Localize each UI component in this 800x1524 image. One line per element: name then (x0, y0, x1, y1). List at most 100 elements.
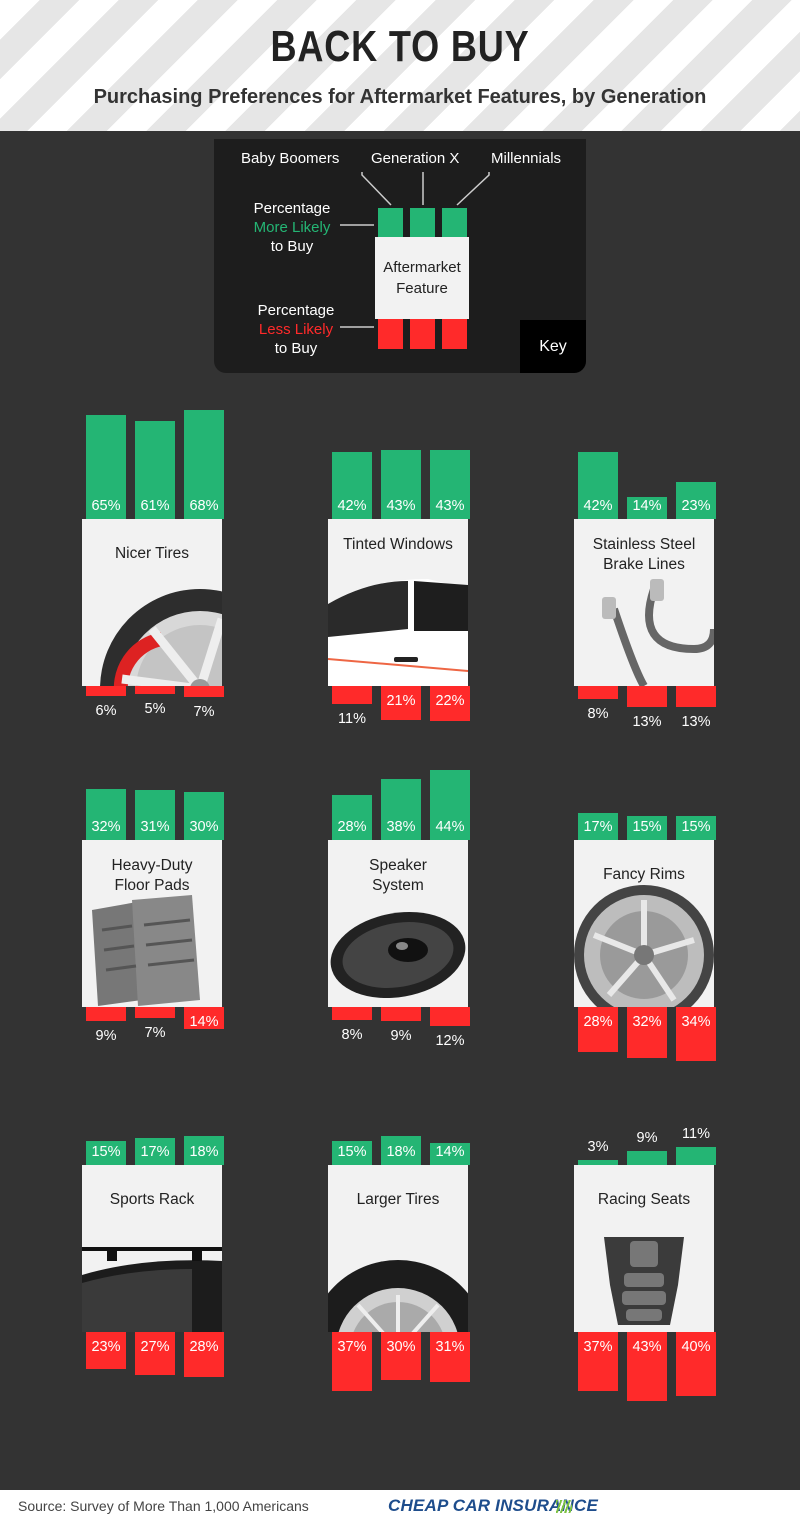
feature-panel: Speaker System (328, 840, 468, 1007)
bar-more-likely (135, 790, 175, 840)
bar-less-likely (676, 1007, 716, 1061)
value-label-more-likely: 18% (386, 1144, 416, 1160)
value-label-less-likely: 9% (95, 1028, 117, 1044)
feature-panel: Heavy-Duty Floor Pads (82, 840, 222, 1007)
chart-subtitle: Purchasing Preferences for Aftermarket F… (93, 86, 707, 108)
bar-more-likely (332, 795, 372, 840)
legend-less-likely-label: Percentage Less Likely to Buy (242, 301, 350, 358)
bar-more-likely (627, 816, 667, 840)
bar-more-likely (381, 450, 421, 519)
value-label-less-likely: 8% (341, 1027, 363, 1043)
feature-name: Tinted Windows (343, 536, 453, 553)
value-label-less-likely: 23% (91, 1339, 121, 1355)
footer: Source: Survey of More Than 1,000 Americ… (0, 1490, 800, 1524)
bar-more-likely (86, 789, 126, 840)
value-label-less-likely: 43% (632, 1339, 662, 1355)
value-label-less-likely: 28% (583, 1014, 613, 1030)
value-label-more-likely: 15% (91, 1144, 121, 1160)
large-tire-icon (328, 1260, 468, 1332)
value-label-more-likely: 42% (583, 498, 613, 514)
bar-less-likely (381, 1332, 421, 1380)
bar-less-likely (86, 686, 126, 696)
key-corner-label: Key (520, 320, 586, 373)
bar-more-likely (627, 1151, 667, 1165)
value-label-less-likely: 13% (632, 714, 662, 730)
value-label-less-likely: 37% (583, 1339, 613, 1355)
legend-less-line3: to Buy (274, 340, 318, 357)
legend-feature-box: Aftermarket Feature (375, 237, 469, 319)
value-label-less-likely: 6% (95, 703, 117, 719)
bar-more-likely (430, 1143, 470, 1165)
value-label-more-likely: 15% (681, 819, 711, 835)
bar-less-likely (578, 1332, 618, 1391)
brake-lines-icon (602, 579, 714, 686)
legend-less-line2: Less Likely (258, 321, 334, 338)
value-label-more-likely: 65% (91, 498, 121, 514)
value-label-less-likely: 28% (189, 1339, 219, 1355)
bar-less-likely (627, 1007, 667, 1058)
bar-more-likely (430, 770, 470, 840)
bar-more-likely (86, 415, 126, 519)
rim-icon (574, 885, 714, 1007)
header-banner: BACK TO BUY Purchasing Preferences for A… (0, 0, 800, 131)
legend-feature-line2: Feature (396, 280, 448, 297)
value-label-more-likely: 42% (337, 498, 367, 514)
bar-less-likely (578, 686, 618, 699)
value-label-more-likely: 17% (140, 1144, 170, 1160)
bar-more-likely (676, 1147, 716, 1165)
bar-more-likely (135, 1138, 175, 1165)
legend-green-bar-1 (378, 208, 403, 238)
bar-more-likely (184, 1136, 224, 1165)
value-label-less-likely: 7% (193, 704, 215, 720)
value-label-more-likely: 43% (435, 498, 465, 514)
value-label-more-likely: 23% (681, 498, 711, 514)
value-label-more-likely: 44% (435, 819, 465, 835)
bar-more-likely (676, 482, 716, 519)
value-label-less-likely: 40% (681, 1339, 711, 1355)
bar-less-likely (627, 686, 667, 707)
speaker-icon (330, 911, 466, 999)
bar-less-likely (184, 1007, 224, 1029)
bar-less-likely (86, 1332, 126, 1369)
racing-seat-icon (604, 1237, 684, 1325)
bar-more-likely (184, 410, 224, 519)
value-label-more-likely: 9% (636, 1130, 658, 1146)
legend-series-millennials: Millennials (491, 150, 562, 167)
value-label-less-likely: 7% (144, 1025, 166, 1041)
value-label-less-likely: 31% (435, 1339, 465, 1355)
bar-more-likely (381, 779, 421, 840)
bar-less-likely (676, 1332, 716, 1396)
value-label-more-likely: 38% (386, 819, 416, 835)
bar-more-likely (86, 1141, 126, 1165)
value-label-more-likely: 28% (337, 819, 367, 835)
roof-rack-icon (82, 1247, 222, 1332)
bar-less-likely (381, 1007, 421, 1021)
value-label-more-likely: 15% (337, 1144, 367, 1160)
bar-less-likely (430, 686, 470, 721)
bar-more-likely (578, 813, 618, 840)
value-label-less-likely: 11% (338, 711, 366, 727)
value-label-more-likely: 31% (140, 819, 170, 835)
legend-more-line3: to Buy (270, 238, 314, 255)
legend-more-line2: More Likely (253, 219, 331, 236)
bar-more-likely (381, 1136, 421, 1165)
bar-less-likely (381, 686, 421, 720)
value-label-more-likely: 15% (632, 819, 662, 835)
bar-more-likely (676, 816, 716, 840)
bar-more-likely (578, 1160, 618, 1165)
value-label-more-likely: 61% (140, 498, 170, 514)
legend-leader-lines (340, 172, 490, 328)
feature-panel: Larger Tires (328, 1165, 468, 1332)
bar-less-likely (86, 1007, 126, 1021)
value-label-less-likely: 22% (435, 693, 465, 709)
value-label-less-likely: 14% (189, 1014, 219, 1030)
value-label-less-likely: 13% (681, 714, 711, 730)
value-label-more-likely: 3% (587, 1139, 609, 1155)
feature-panel: Tinted Windows (328, 519, 468, 686)
legend-series-generation-x: Generation X (371, 150, 460, 167)
value-label-more-likely: 30% (189, 819, 219, 835)
value-label-more-likely: 14% (435, 1144, 465, 1160)
bar-less-likely (430, 1007, 470, 1026)
feature-panel: Sports Rack (82, 1165, 222, 1332)
legend-red-bar-3 (442, 318, 467, 349)
